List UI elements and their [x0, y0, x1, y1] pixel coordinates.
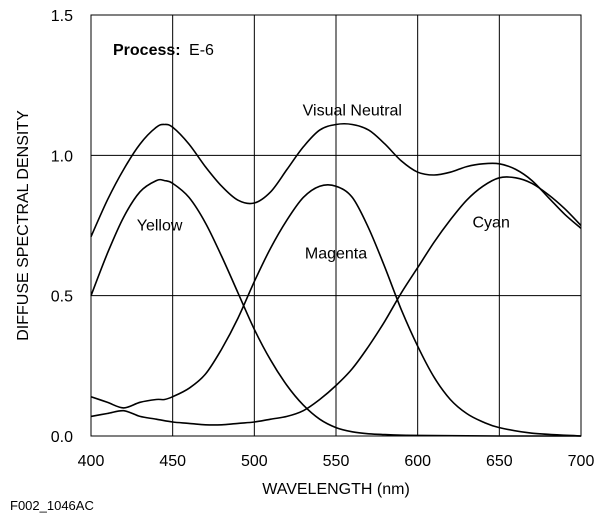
y-tick-label: 0.0 [51, 429, 73, 446]
x-tick-label: 700 [568, 453, 595, 470]
curve-label-magenta: Magenta [305, 246, 367, 263]
y-axis-label: DIFFUSE SPECTRAL DENSITY [15, 110, 32, 341]
process-value: E-6 [189, 42, 214, 59]
x-tick-label: 600 [404, 453, 431, 470]
grid-lines [91, 15, 581, 436]
curve-label-yellow: Yellow [137, 218, 183, 235]
series-line-magenta [90, 183, 582, 437]
series-line-visual-neutral [90, 122, 582, 238]
x-tick-label: 450 [159, 453, 186, 470]
curve-label-cyan: Cyan [472, 215, 509, 232]
process-annotation: Process: E-6 [113, 42, 214, 59]
curve-label-visual-neutral: Visual Neutral [303, 102, 402, 119]
figure-code: F002_1046AC [10, 498, 94, 513]
x-axis-label: WAVELENGTH (nm) [262, 481, 410, 498]
x-tick-label: 500 [241, 453, 268, 470]
x-tick-label: 400 [78, 453, 105, 470]
x-tick-label: 550 [323, 453, 350, 470]
series-line-yellow [90, 178, 581, 437]
x-tick-label: 650 [486, 453, 513, 470]
y-tick-label: 1.5 [51, 8, 73, 25]
curve-labels: Visual Neutral Yellow Magenta Cyan [137, 102, 510, 262]
series-line-cyan [90, 176, 582, 426]
y-tick-label: 1.0 [51, 148, 73, 165]
process-label: Process: [113, 42, 181, 59]
y-tick-label: 0.5 [51, 289, 73, 306]
series-curves [90, 122, 582, 437]
y-tick-labels: 0.0 0.5 1.0 1.5 [51, 8, 73, 446]
x-tick-labels: 400 450 500 550 600 650 700 [78, 453, 595, 470]
